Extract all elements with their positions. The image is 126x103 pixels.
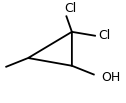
- Text: OH: OH: [101, 71, 120, 84]
- Text: Cl: Cl: [99, 29, 111, 42]
- Text: Cl: Cl: [64, 2, 76, 15]
